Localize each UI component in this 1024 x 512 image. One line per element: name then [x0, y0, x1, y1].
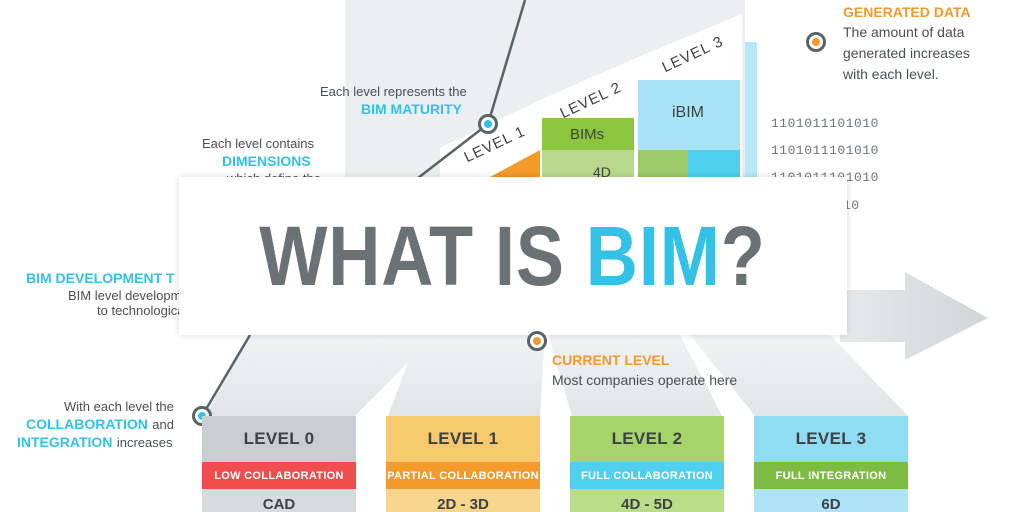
step-level-3-blue [688, 150, 740, 180]
generated-data-line-2: generated increases [843, 45, 970, 61]
page-title: WHAT IS BIM? [260, 208, 767, 305]
level-card-title: LEVEL 0 [202, 416, 356, 462]
step-level-2-sub: 4D [593, 164, 611, 180]
collaboration-line [200, 334, 252, 417]
level-card-band: LOW COLLABORATION [202, 462, 356, 489]
step-level-3-ibim [638, 80, 740, 150]
current-level-text: Most companies operate here [552, 372, 738, 388]
column-level-3 [690, 335, 908, 416]
level-card-1: LEVEL 1 PARTIAL COLLABORATION 2D - 3D [386, 416, 540, 512]
integration-highlight: INTEGRATION [17, 434, 113, 450]
dimensions-text: Each level contains [202, 136, 315, 151]
trend-arrow [840, 272, 988, 360]
level-card-bottom: 2D - 3D [386, 489, 540, 512]
level-card-band: FULL INTEGRATION [754, 462, 908, 489]
maturity-text: Each level represents the [320, 84, 467, 99]
dimensions-text-2: which define the [227, 171, 321, 177]
level-card-band: PARTIAL COLLABORATION [386, 462, 540, 489]
step-level-3-text: iBIM [672, 104, 704, 121]
level-card-bottom: 6D [754, 489, 908, 512]
level-card-2: LEVEL 2 FULL COLLABORATION 4D - 5D [570, 416, 724, 512]
collaboration-and: and [152, 417, 174, 432]
title-prefix: WHAT IS [259, 208, 587, 303]
title-suffix: ? [721, 208, 767, 303]
level-card-band: FULL COLLABORATION [570, 462, 724, 489]
collaboration-line-2: COLLABORATION and [26, 416, 174, 434]
title-banner: WHAT IS BIM? [179, 177, 847, 335]
column-level-0 [205, 335, 435, 416]
maturity-marker-icon [478, 114, 498, 134]
binary-row-2: 1101011101010 [771, 143, 879, 158]
step-level-2-4d [542, 150, 634, 180]
trend-text-2: to technologica [97, 303, 185, 318]
current-level-title: CURRENT LEVEL [552, 352, 670, 368]
level-card-title: LEVEL 2 [570, 416, 724, 462]
trend-title: BIM DEVELOPMENT T [26, 270, 175, 286]
collaboration-line-3: INTEGRATION increases [17, 434, 173, 452]
current-level-marker-icon [527, 331, 547, 351]
step-level-3-green [638, 150, 688, 180]
level-card-bottom: 4D - 5D [570, 489, 724, 512]
maturity-highlight: BIM MATURITY [361, 101, 462, 117]
collaboration-increases: increases [116, 435, 173, 450]
level-card-bottom: CAD [202, 489, 356, 512]
binary-row-4: 10 [843, 198, 860, 213]
generated-data-title: GENERATED DATA [843, 4, 971, 20]
level-card-title: LEVEL 1 [386, 416, 540, 462]
generated-data-line-1: The amount of data [843, 24, 965, 40]
dimensions-highlight: DIMENSIONS [222, 153, 311, 169]
step-level-2-bims [542, 118, 634, 150]
level-card-0: LEVEL 0 LOW COLLABORATION CAD [202, 416, 356, 512]
trend-text-1: BIM level developm [68, 288, 182, 303]
binary-row-1: 1101011101010 [771, 116, 879, 131]
level-card-3: LEVEL 3 FULL INTEGRATION 6D [754, 416, 908, 512]
step-level-2-text: BIMs [570, 126, 605, 143]
column-level-2 [548, 335, 722, 416]
generated-data-line-3: with each level. [843, 66, 939, 82]
data-block-edge [745, 42, 757, 182]
collaboration-highlight: COLLABORATION [26, 416, 148, 432]
step-level-1 [440, 100, 540, 180]
step-level-1-fill [488, 150, 540, 180]
column-level-1 [388, 335, 545, 416]
title-accent: BIM [586, 208, 722, 303]
collaboration-text-1: With each level the [64, 399, 174, 414]
level-card-title: LEVEL 3 [754, 416, 908, 462]
generated-data-marker-icon [806, 32, 826, 52]
